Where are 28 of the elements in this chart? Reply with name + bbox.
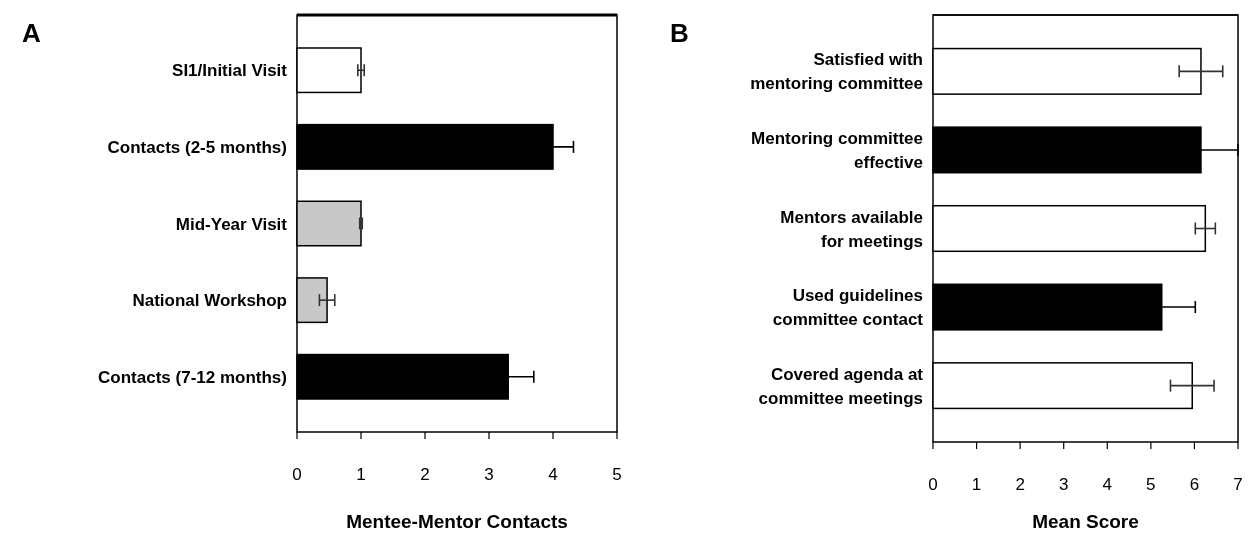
y-tick-label: Mentoring committee effective	[751, 128, 923, 172]
y-tick-label: Satisfied with mentoring committee	[750, 50, 923, 94]
x-tick-label: 2	[420, 465, 430, 484]
y-tick-label: Contacts (2-5 months)	[107, 137, 287, 157]
y-tick-label: National Workshop	[132, 291, 287, 311]
x-tick-label: 4	[1102, 475, 1113, 494]
text: B	[670, 18, 689, 48]
x-axis-title: Mentee-Mentor Contacts	[346, 511, 568, 532]
x-tick-label: 3	[484, 465, 494, 484]
x-axis-title: Mean Score	[1032, 511, 1139, 532]
x-tick-label: 1	[356, 465, 366, 484]
y-tick-label: Used guidelines committee contact	[772, 286, 924, 330]
x-tick-label: 0	[292, 465, 302, 484]
y-tick-label: Mentors available for meetings	[780, 207, 923, 251]
y-tick-label: Covered agenda at committee meetings	[758, 364, 924, 408]
x-tick-label: 2	[1015, 475, 1025, 494]
x-tick-label: 4	[548, 465, 558, 484]
x-tick-label: 7	[1233, 475, 1243, 494]
text: A	[22, 18, 41, 48]
x-tick-label: 3	[1058, 475, 1069, 494]
x-tick-label: 0	[928, 475, 938, 494]
y-tick-label: Contacts (7-12 months)	[98, 367, 287, 387]
x-tick-label: 1	[971, 475, 982, 494]
y-tick-label: SI1/Initial Visit	[172, 61, 288, 81]
x-tick-label: 5	[612, 465, 622, 484]
y-tick-label: Mid-Year Visit	[175, 214, 288, 234]
x-tick-label: 5	[1146, 475, 1156, 494]
x-tick-label: 6	[1189, 475, 1200, 494]
